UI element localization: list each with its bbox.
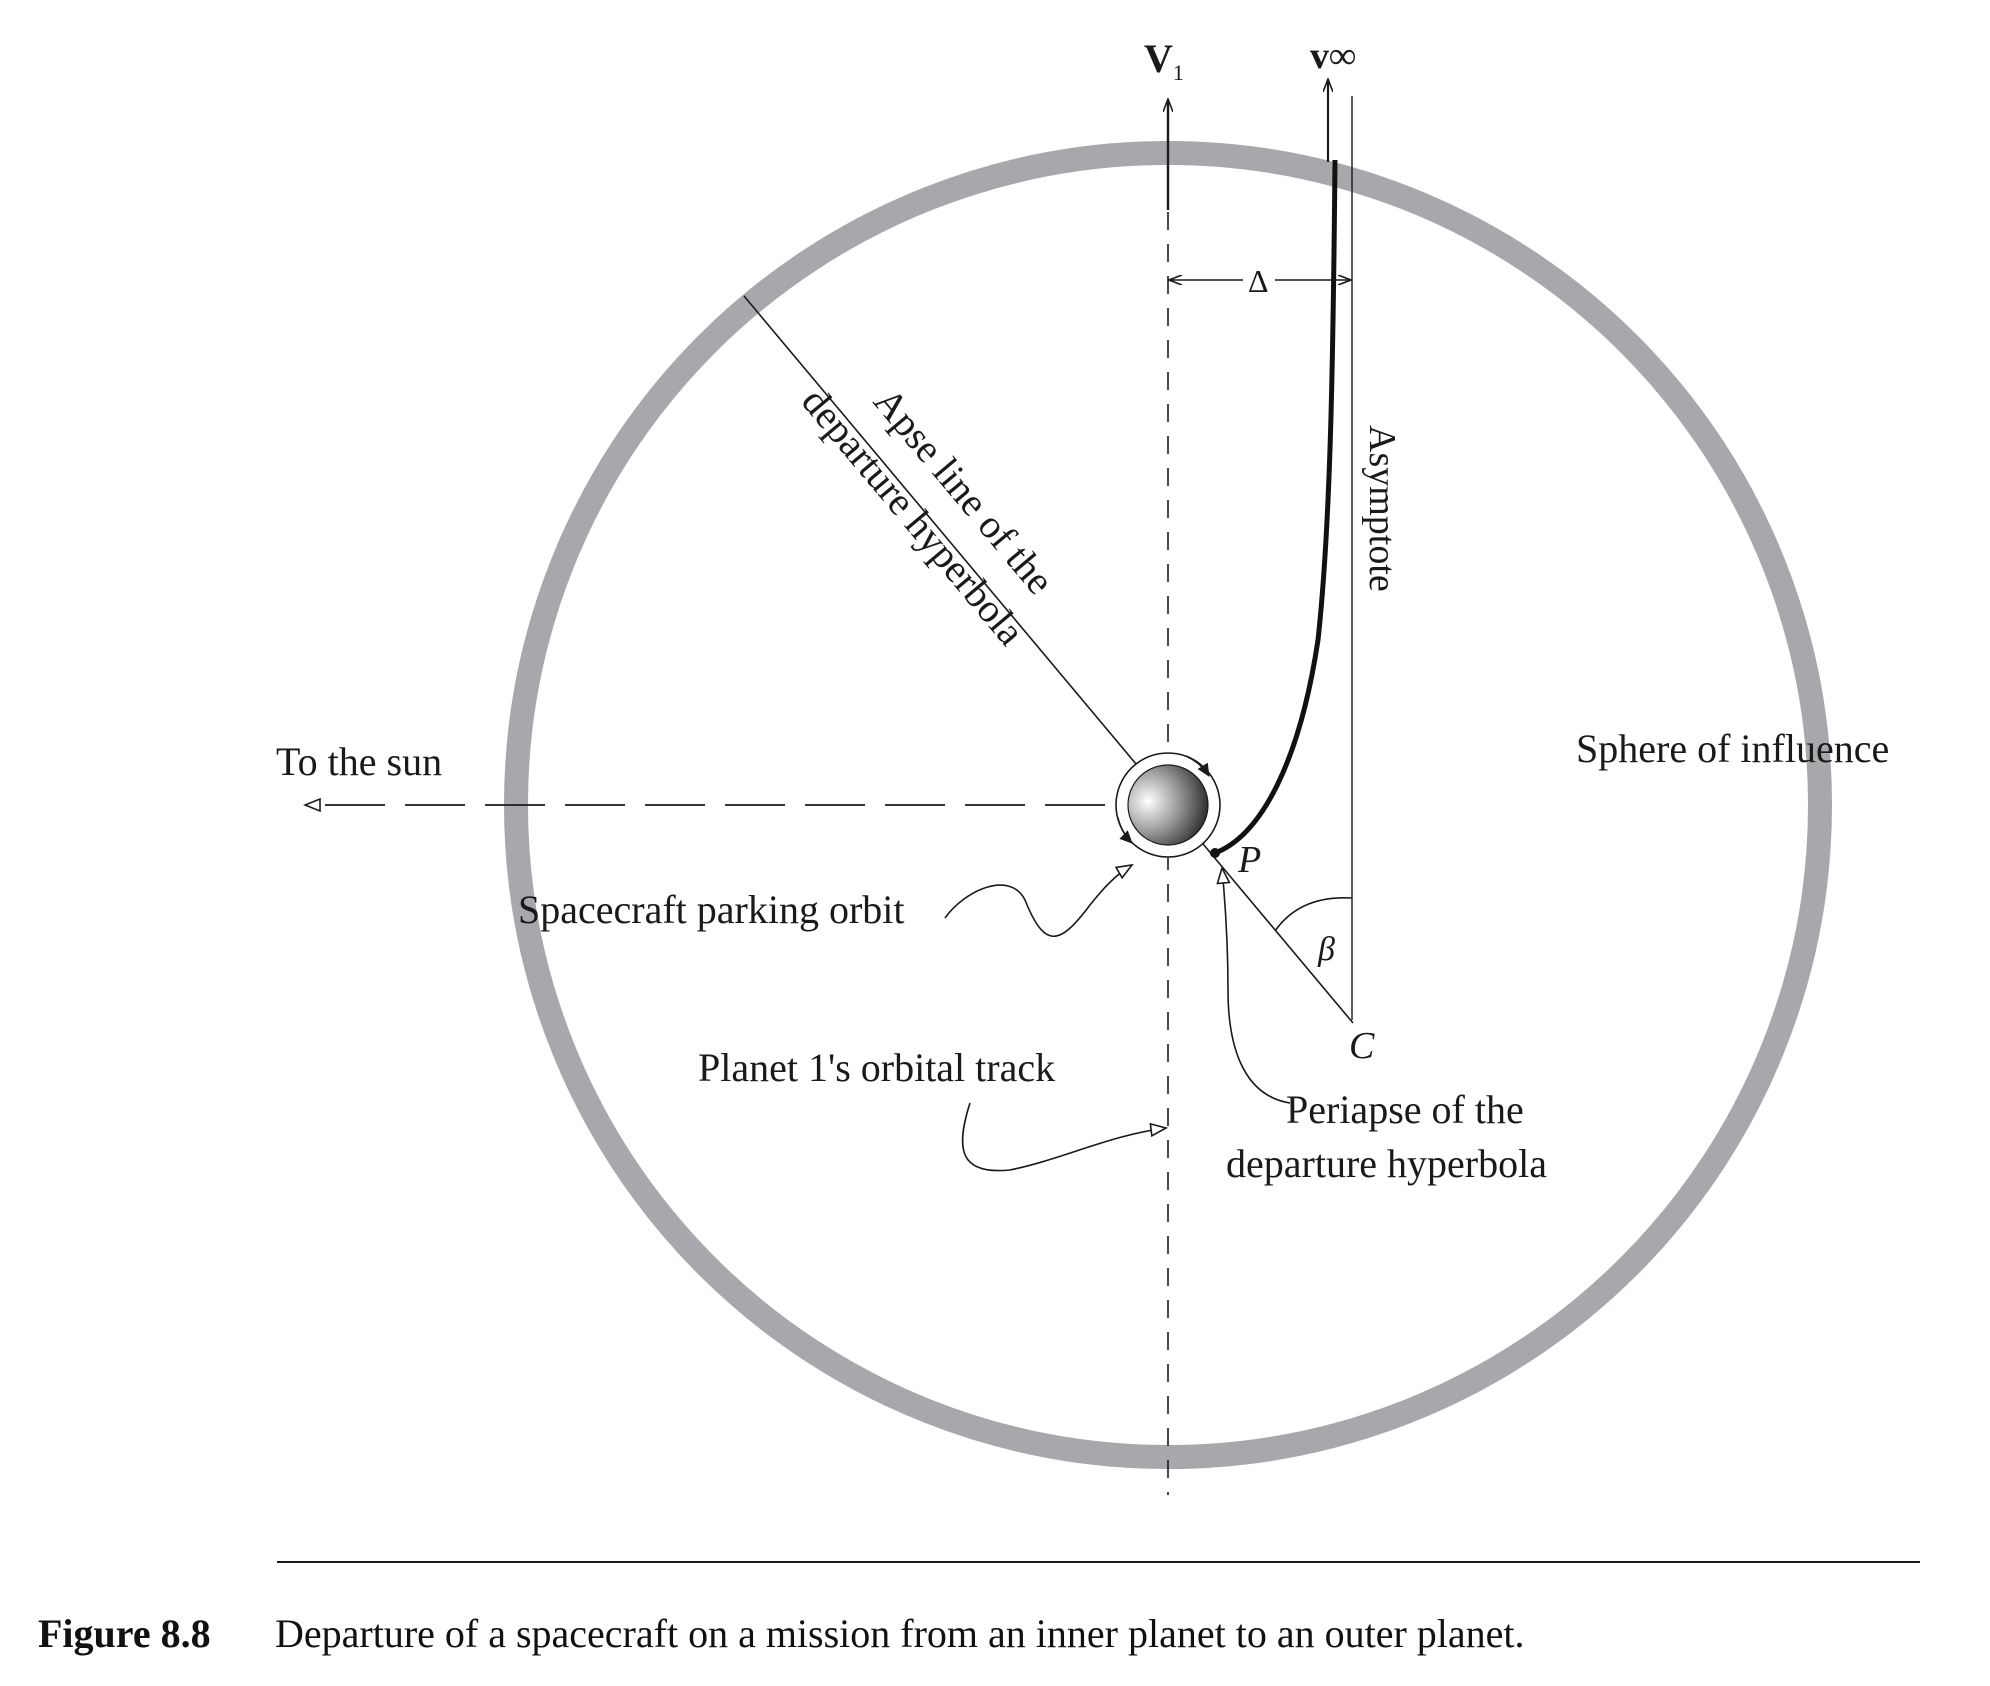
periapse-label-line2: departure hyperbola bbox=[1226, 1141, 1547, 1186]
asymptote-label: Asymptote bbox=[1361, 425, 1403, 592]
apse-line bbox=[743, 295, 1354, 1024]
periapse-leader bbox=[1222, 868, 1291, 1104]
beta-angle-arc bbox=[1274, 896, 1353, 932]
periapse-point bbox=[1210, 848, 1220, 858]
planet-1 bbox=[1127, 764, 1209, 846]
figure-number: Figure 8.8 bbox=[38, 1611, 211, 1656]
parking-orbit-arrow-top bbox=[1185, 755, 1210, 777]
orbital-track-label: Planet 1's orbital track bbox=[698, 1045, 1055, 1090]
vinf-label: v∞ bbox=[1310, 35, 1356, 77]
to-the-sun-label: To the sun bbox=[276, 739, 442, 784]
periapse-p-label: P bbox=[1237, 839, 1261, 881]
orbital-track-leader bbox=[961, 1102, 1166, 1172]
sphere-of-influence-label: Sphere of influence bbox=[1576, 726, 1889, 771]
figure-caption: Departure of a spacecraft on a mission f… bbox=[275, 1611, 1525, 1656]
departure-hyperbola bbox=[1214, 159, 1338, 856]
parking-orbit-label: Spacecraft parking orbit bbox=[518, 887, 905, 932]
parking-orbit-arrow-bottom bbox=[1117, 817, 1133, 844]
v1-label: V1 bbox=[1144, 36, 1184, 85]
c-label: C bbox=[1349, 1025, 1375, 1067]
beta-label: β bbox=[1317, 931, 1335, 968]
delta-label: Δ bbox=[1248, 263, 1269, 299]
parking-orbit-leader bbox=[944, 865, 1132, 937]
periapse-label-line1: Periapse of the bbox=[1286, 1087, 1524, 1132]
